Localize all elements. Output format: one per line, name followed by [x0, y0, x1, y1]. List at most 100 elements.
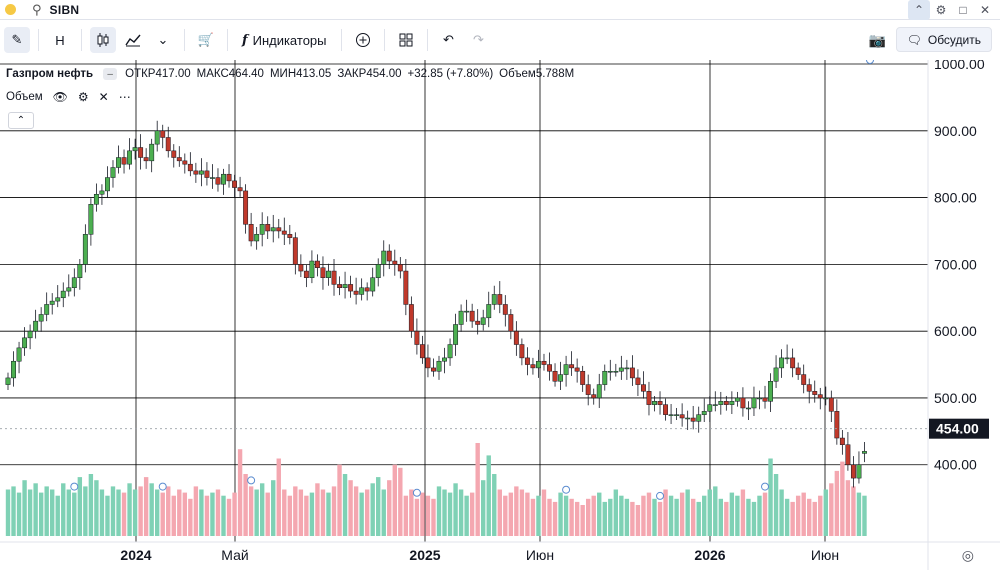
volume-bar	[807, 498, 812, 536]
camera-icon[interactable]: 📷	[868, 32, 886, 48]
volume-label: Объем	[499, 68, 536, 80]
candle-body	[635, 377, 641, 385]
candle-body	[11, 360, 16, 379]
volume-bar	[320, 489, 326, 536]
divider	[340, 29, 342, 51]
low-label: МИН	[269, 68, 297, 80]
volume-bar	[293, 486, 298, 536]
volume-bar	[409, 489, 414, 536]
chart-area[interactable]: 1000.00 900.00 800.00 700.00 600.00 500.00 400…	[0, 60, 1000, 570]
indicators-button[interactable]: f Индикаторы	[236, 27, 333, 53]
volume-bar	[679, 492, 685, 536]
price-axis-label: 600.00	[934, 323, 977, 339]
candle-body	[49, 300, 55, 305]
candle-body	[734, 397, 740, 402]
candle-body	[740, 397, 746, 409]
layout-grid-icon[interactable]	[393, 27, 419, 53]
candle-body	[237, 187, 243, 192]
candle-body	[690, 417, 696, 422]
time-axis-label: 2025	[409, 547, 440, 563]
candle-body	[22, 337, 28, 349]
candle-body	[541, 360, 547, 365]
redo-icon[interactable]: ↷	[473, 32, 484, 47]
price-chart[interactable]: 1000.00 900.00 800.00 700.00 600.00 500.00 400…	[0, 60, 1000, 570]
minus-icon[interactable]: –	[103, 68, 118, 80]
close-icon[interactable]: ✕	[979, 3, 991, 17]
eye-icon[interactable]: 👁	[52, 90, 68, 104]
volume-bar	[492, 474, 497, 536]
volume-bar	[27, 489, 33, 536]
undo-icon[interactable]: ↶	[443, 32, 454, 47]
search-icon[interactable]: ⚲	[32, 1, 42, 17]
volume-bar	[795, 495, 801, 536]
volume-bar	[436, 486, 442, 536]
candle-body	[298, 264, 304, 272]
volume-bar	[44, 486, 49, 536]
volume-indicator-label[interactable]: Объем	[6, 91, 43, 103]
volume-bar	[503, 495, 508, 536]
volume-bar	[177, 489, 182, 536]
area-chart-icon[interactable]	[120, 27, 146, 53]
volume-bar	[259, 483, 265, 536]
discuss-button[interactable]: 🗨 Обсудить	[895, 27, 992, 52]
candle-body	[839, 437, 845, 445]
volume-bar	[812, 501, 817, 536]
gear-icon[interactable]: ⚙	[935, 3, 947, 17]
interval-button[interactable]: Н	[55, 32, 65, 48]
volume-bar	[613, 489, 619, 536]
chart-settings-icon[interactable]: ◎	[961, 547, 974, 563]
volume-bar	[55, 495, 60, 536]
price-axis-label: 500.00	[934, 390, 977, 406]
collapse-up-icon[interactable]: ⌃	[908, 0, 930, 20]
more-icon[interactable]: ⋯	[118, 90, 131, 104]
volume-bar	[514, 486, 519, 536]
candle-body	[303, 270, 309, 278]
divider	[38, 29, 39, 51]
close-icon[interactable]: ✕	[98, 90, 109, 104]
candle-body	[701, 411, 707, 415]
time-axis-label: Июн	[811, 547, 839, 563]
volume-bar	[392, 464, 397, 536]
add-circle-icon[interactable]	[350, 27, 376, 53]
chevron-down-icon[interactable]: ⌄	[157, 32, 169, 47]
volume-bar	[315, 483, 320, 536]
candle-body	[116, 157, 121, 168]
volume-bar	[287, 495, 293, 536]
candle-body	[580, 370, 586, 385]
candle-body	[110, 167, 116, 178]
candle-body	[419, 344, 425, 359]
candle-body	[729, 401, 735, 405]
candle-body	[646, 391, 652, 405]
volume-bar	[801, 492, 806, 536]
ticker-symbol[interactable]: SIBN	[49, 2, 80, 17]
volume-bar	[121, 492, 127, 536]
volume-bar	[72, 492, 77, 536]
collapse-legend-button[interactable]: ⌃	[8, 112, 34, 129]
cart-icon[interactable]: 🛒	[197, 32, 215, 47]
event-marker	[866, 60, 874, 64]
gear-icon[interactable]: ⚙	[77, 90, 89, 104]
candle-body	[127, 150, 133, 165]
price-axis-label: 700.00	[934, 256, 977, 272]
candle-body	[348, 284, 354, 292]
volume-bar	[674, 498, 679, 536]
volume-bar	[376, 477, 381, 536]
candle-body	[149, 143, 155, 162]
volume-bar	[685, 489, 690, 536]
volume-bar	[574, 501, 580, 536]
candle-body	[93, 193, 99, 205]
candle-body	[55, 297, 61, 302]
volume-bar	[668, 495, 674, 536]
candle-body	[33, 320, 39, 332]
candle-body	[71, 277, 77, 289]
symbol-name[interactable]: Газпром нефть	[6, 68, 94, 80]
candle-body	[828, 397, 834, 412]
volume-bar	[784, 498, 790, 536]
candle-body	[513, 330, 519, 345]
candles-icon[interactable]	[90, 27, 116, 53]
volume-bar	[690, 498, 696, 536]
restore-icon[interactable]: □	[959, 3, 967, 17]
pencil-icon[interactable]: ✎	[4, 27, 30, 53]
candle-body	[82, 234, 88, 265]
volume-bar	[585, 498, 591, 536]
